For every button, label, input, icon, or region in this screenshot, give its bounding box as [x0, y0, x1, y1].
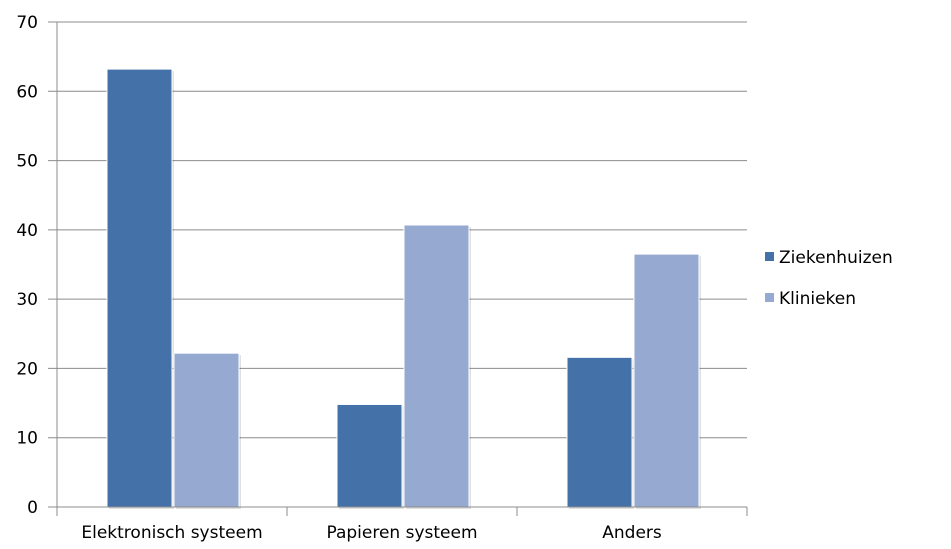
y-tick-label-20: 20 — [16, 359, 38, 379]
legend-label-klinieken: Klinieken — [779, 289, 856, 309]
y-tick-label-40: 40 — [16, 221, 38, 241]
axes: 0 10 20 30 40 50 60 70 Elektronisch systeem Papie… — [16, 13, 748, 543]
y-tick-label-30: 30 — [16, 290, 38, 310]
y-tick-label-10: 10 — [16, 429, 38, 449]
bar-ziekenhuizen-0 — [106, 68, 173, 508]
bar-ziekenhuizen-2 — [566, 356, 633, 508]
bars — [106, 68, 701, 509]
x-category-label-0: Elektronisch systeem — [81, 523, 262, 543]
y-tick-label-60: 60 — [16, 82, 38, 102]
x-category-label-1: Papieren systeem — [326, 523, 477, 543]
bar-klinieken-0 — [173, 352, 240, 508]
y-tick-label-0: 0 — [27, 498, 38, 518]
bar-klinieken-1 — [403, 224, 470, 508]
y-tick-label-50: 50 — [16, 152, 38, 172]
legend: Ziekenhuizen Klinieken — [765, 248, 893, 309]
bar-ziekenhuizen-1 — [336, 403, 403, 508]
legend-swatch-klinieken — [765, 293, 774, 302]
x-category-label-2: Anders — [602, 523, 662, 543]
y-tick-label-70: 70 — [16, 13, 38, 33]
legend-label-ziekenhuizen: Ziekenhuizen — [779, 248, 893, 268]
legend-swatch-ziekenhuizen — [765, 252, 774, 261]
bar-klinieken-2 — [633, 253, 700, 508]
